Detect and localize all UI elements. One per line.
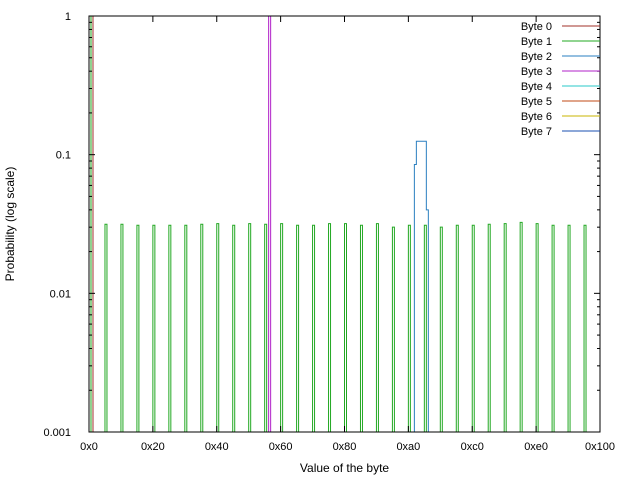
- series-layer: [89, 16, 587, 432]
- y-axis-label: Probability (log scale): [3, 167, 17, 282]
- legend-label: Byte 4: [521, 81, 552, 93]
- series-line-byte-0: [90, 16, 95, 432]
- y-tick-label: 0.01: [50, 288, 71, 300]
- legend: Byte 0 Byte 1 Byte 2 Byte 3 Byte 4 Byte 5 Byte…: [521, 21, 600, 138]
- x-tick-label: 0xa0: [396, 441, 420, 453]
- x-axis-label: Value of the byte: [300, 461, 390, 475]
- series-line-byte-2: [413, 140, 429, 432]
- legend-label: Byte 1: [521, 36, 552, 48]
- x-tick-label: 0x60: [269, 441, 293, 453]
- y-tick-label: 0.1: [56, 150, 71, 162]
- x-tick-label: 0x100: [585, 441, 615, 453]
- ticks-layer: 0x0 0x20 0x40 0x60 0x80 0xa0 0xc0 0xe0 0x100 0.00…: [43, 11, 615, 453]
- series-line-byte-1: [89, 16, 587, 432]
- legend-label: Byte 7: [521, 126, 552, 138]
- x-tick-label: 0x0: [80, 441, 98, 453]
- x-tick-label: 0x40: [205, 441, 229, 453]
- legend-label: Byte 5: [521, 96, 552, 108]
- x-tick-label: 0x20: [141, 441, 165, 453]
- series-line-byte-3: [268, 16, 273, 432]
- legend-label: Byte 3: [521, 66, 552, 78]
- x-tick-label: 0x80: [333, 441, 357, 453]
- y-tick-label: 1: [65, 11, 71, 23]
- legend-label: Byte 0: [521, 21, 552, 33]
- legend-label: Byte 6: [521, 111, 552, 123]
- legend-label: Byte 2: [521, 51, 552, 63]
- x-tick-label: 0xe0: [524, 441, 548, 453]
- y-tick-label: 0.001: [43, 427, 71, 439]
- x-tick-label: 0xc0: [461, 441, 484, 453]
